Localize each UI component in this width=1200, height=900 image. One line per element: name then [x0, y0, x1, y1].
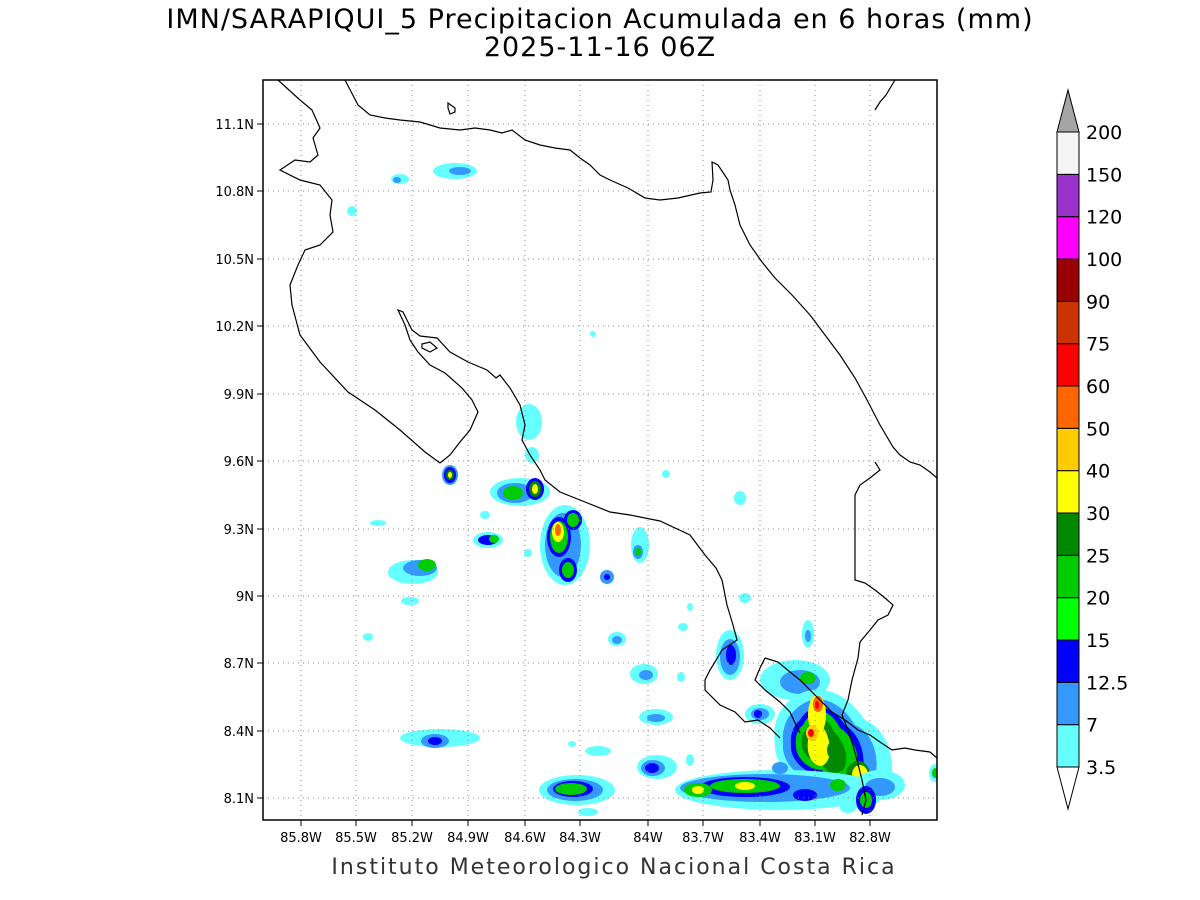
colorbar-swatch — [1056, 512, 1080, 556]
colorbar-label: 30 — [1086, 503, 1110, 525]
colorbar-swatch — [1056, 639, 1080, 683]
map-grid — [263, 80, 937, 820]
lat-tick-label: 8.1N — [224, 792, 254, 807]
lat-tick-label: 9N — [236, 590, 254, 605]
lat-tick-label: 8.4N — [224, 725, 254, 740]
map-frame — [262, 79, 938, 821]
lon-tick-label: 84W — [633, 831, 663, 846]
colorbar-swatch — [1056, 385, 1080, 429]
lat-tick-label: 11.1N — [215, 118, 254, 133]
colorbar-label: 100 — [1086, 249, 1122, 271]
colorbar-swatch — [1056, 173, 1080, 218]
colorbar-label: 75 — [1086, 334, 1110, 356]
colorbar-swatch — [1056, 554, 1080, 599]
lon-tick-label: 85.8W — [280, 831, 322, 846]
chart-title: IMN/SARAPIQUI_5 Precipitacion Acumulada … — [166, 4, 1034, 35]
colorbar-label: 200 — [1086, 122, 1122, 144]
colorbar-swatch — [1056, 131, 1080, 175]
colorbar-max-arrow — [1056, 88, 1080, 133]
lat-tick-label: 9.6N — [224, 455, 254, 470]
lat-tick-label: 8.7N — [224, 657, 254, 672]
colorbar: 3.5 7 12.5 15 20 25 30 40 50 60 75 90 100 120 150 200 — [1056, 88, 1128, 811]
colorbar-swatch — [1056, 258, 1080, 302]
colorbar-label: 20 — [1086, 588, 1110, 610]
colorbar-label: 3.5 — [1086, 757, 1116, 779]
lon-tick-label: 82.8W — [849, 831, 891, 846]
precipitation-field — [347, 163, 937, 816]
lat-tick-label: 9.3N — [224, 523, 254, 538]
colorbar-label: 12.5 — [1086, 672, 1128, 694]
lon-tick-label: 84.6W — [504, 831, 546, 846]
colorbar-swatch — [1056, 724, 1080, 768]
colorbar-label: 25 — [1086, 545, 1110, 567]
footer-credit: Instituto Meteorologico Nacional Costa R… — [331, 855, 897, 880]
longitude-axis: 85.8W 85.5W 85.2W 84.9W 84.6W 84.3W 84W 83.7W 83… — [280, 820, 891, 846]
colorbar-label: 60 — [1086, 376, 1110, 398]
colorbar-swatch — [1056, 343, 1080, 387]
colorbar-label: 120 — [1086, 207, 1122, 229]
colorbar-min-arrow — [1056, 766, 1080, 811]
lat-tick-label: 10.5N — [215, 253, 254, 268]
colorbar-swatch — [1056, 597, 1080, 641]
colorbar-swatch — [1056, 470, 1080, 514]
lon-tick-label: 83.4W — [739, 831, 781, 846]
colorbar-swatch — [1056, 300, 1080, 345]
lat-tick-label: 9.9N — [224, 388, 254, 403]
lon-tick-label: 84.9W — [447, 831, 489, 846]
lat-tick-label: 10.2N — [215, 320, 254, 335]
colorbar-swatch — [1056, 427, 1080, 472]
lat-tick-label: 10.8N — [215, 185, 254, 200]
colorbar-label: 50 — [1086, 418, 1110, 440]
lon-tick-label: 85.5W — [335, 831, 377, 846]
colorbar-label: 40 — [1086, 461, 1110, 483]
colorbar-label: 7 — [1086, 715, 1098, 737]
chart-subtitle-date: 2025-11-16 06Z — [483, 32, 717, 63]
lon-tick-label: 85.2W — [391, 831, 433, 846]
lon-tick-label: 84.3W — [559, 831, 601, 846]
colorbar-label: 150 — [1086, 164, 1122, 186]
latitude-axis: 11.1N 10.8N 10.5N 10.2N 9.9N 9.6N 9.3N 9N 8.7N 8.… — [215, 118, 263, 807]
colorbar-label: 15 — [1086, 630, 1110, 652]
lon-tick-label: 83.1W — [794, 831, 836, 846]
colorbar-label: 90 — [1086, 291, 1110, 313]
coastlines — [277, 80, 937, 816]
colorbar-swatch — [1056, 216, 1080, 260]
colorbar-swatch — [1056, 681, 1080, 726]
lon-tick-label: 83.7W — [682, 831, 724, 846]
